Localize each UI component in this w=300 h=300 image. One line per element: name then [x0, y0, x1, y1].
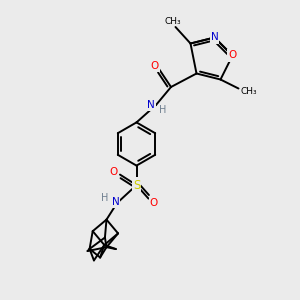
Text: S: S	[133, 178, 140, 192]
Text: O: O	[110, 167, 118, 177]
Text: CH₃: CH₃	[164, 16, 181, 26]
Text: O: O	[150, 61, 159, 71]
Text: O: O	[228, 50, 237, 61]
Text: N: N	[147, 100, 154, 110]
Text: N: N	[211, 32, 218, 43]
Text: O: O	[150, 198, 158, 208]
Text: N: N	[112, 196, 119, 207]
Text: H: H	[101, 193, 108, 203]
Text: H: H	[159, 105, 166, 116]
Text: CH₃: CH₃	[241, 87, 257, 96]
